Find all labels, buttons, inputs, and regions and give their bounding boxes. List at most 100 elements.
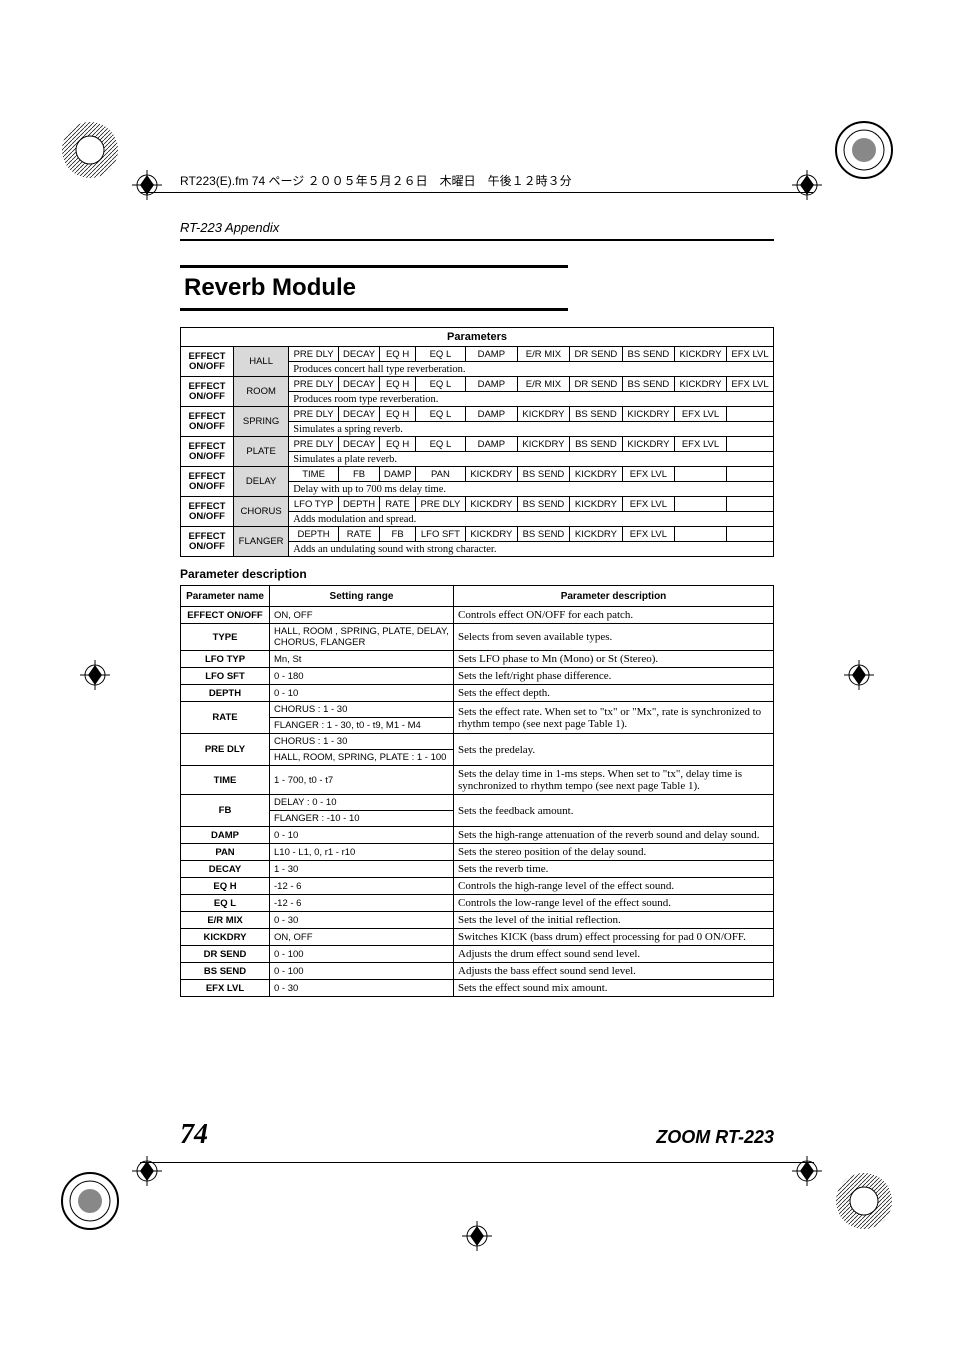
param-name: EFFECT ON/OFF xyxy=(181,607,270,624)
param-name: DAMP xyxy=(181,827,270,844)
col-setting-range: Setting range xyxy=(270,586,454,607)
param-cell-empty xyxy=(727,467,774,482)
param-desc: Controls effect ON/OFF for each patch. xyxy=(454,607,774,624)
param-range: CHORUS : 1 - 30 xyxy=(270,702,454,718)
param-cell: KICKDRY xyxy=(465,527,517,542)
reg-mark xyxy=(462,1221,492,1251)
param-cell: KICKDRY xyxy=(674,347,726,362)
param-cell: EQ L xyxy=(416,437,466,452)
param-range: FLANGER : -10 - 10 xyxy=(270,811,454,827)
param-cell: BS SEND xyxy=(569,407,622,422)
reg-mark xyxy=(792,1156,822,1186)
effect-label: EFFECTON/OFF xyxy=(181,347,234,377)
param-name: EQ L xyxy=(181,895,270,912)
param-cell: EFX LVL xyxy=(622,527,674,542)
param-cell: EQ L xyxy=(416,377,466,392)
param-range: 0 - 10 xyxy=(270,827,454,844)
param-cell: E/R MIX xyxy=(517,377,569,392)
param-desc: Adjusts the bass effect sound send level… xyxy=(454,963,774,980)
reg-mark xyxy=(132,1156,162,1186)
param-cell: KICKDRY xyxy=(569,497,622,512)
param-range: -12 - 6 xyxy=(270,895,454,912)
param-cell: PRE DLY xyxy=(289,437,339,452)
param-range: -12 - 6 xyxy=(270,878,454,895)
param-desc: Sets the effect rate. When set to "tx" o… xyxy=(454,702,774,734)
param-desc: Switches KICK (bass drum) effect process… xyxy=(454,929,774,946)
param-desc: Sets the reverb time. xyxy=(454,861,774,878)
param-cell: BS SEND xyxy=(517,467,569,482)
param-range: FLANGER : 1 - 30, t0 - t9, M1 - M4 xyxy=(270,718,454,734)
content-area: RT-223 Appendix Reverb Module Parameters… xyxy=(180,220,774,997)
param-cell: EQ L xyxy=(416,347,466,362)
param-cell: DR SEND xyxy=(569,377,622,392)
param-cell-empty xyxy=(727,527,774,542)
param-name: TIME xyxy=(181,766,270,795)
effect-type: CHORUS xyxy=(234,497,289,527)
param-range: ON, OFF xyxy=(270,929,454,946)
param-range: CHORUS : 1 - 30 xyxy=(270,734,454,750)
param-name: EFX LVL xyxy=(181,980,270,997)
param-name: PAN xyxy=(181,844,270,861)
param-cell-empty xyxy=(727,497,774,512)
param-cell: FB xyxy=(338,467,379,482)
param-desc: Sets the feedback amount. xyxy=(454,795,774,827)
effect-label: EFFECTON/OFF xyxy=(181,407,234,437)
param-cell: EQ H xyxy=(380,407,416,422)
effect-label: EFFECTON/OFF xyxy=(181,437,234,467)
param-desc: Sets the effect sound mix amount. xyxy=(454,980,774,997)
param-name: E/R MIX xyxy=(181,912,270,929)
param-cell: EQ H xyxy=(380,437,416,452)
param-range: 0 - 180 xyxy=(270,668,454,685)
param-cell: EFX LVL xyxy=(674,407,726,422)
param-cell: DECAY xyxy=(338,407,379,422)
param-range: 0 - 30 xyxy=(270,912,454,929)
param-cell: DAMP xyxy=(465,407,517,422)
footer-rule xyxy=(140,1162,814,1163)
param-cell-empty xyxy=(674,497,726,512)
param-cell: KICKDRY xyxy=(465,467,517,482)
effect-type: SPRING xyxy=(234,407,289,437)
param-cell: RATE xyxy=(380,497,416,512)
effect-label: EFFECTON/OFF xyxy=(181,497,234,527)
param-desc: Sets LFO phase to Mn (Mono) or St (Stere… xyxy=(454,651,774,668)
param-desc: Selects from seven available types. xyxy=(454,624,774,651)
param-cell: KICKDRY xyxy=(674,377,726,392)
param-cell: EFX LVL xyxy=(622,467,674,482)
col-param-name: Parameter name xyxy=(181,586,270,607)
effect-desc: Simulates a plate reverb. xyxy=(289,452,774,467)
param-desc: Sets the delay time in 1-ms steps. When … xyxy=(454,766,774,795)
param-name: EQ H xyxy=(181,878,270,895)
param-name: DEPTH xyxy=(181,685,270,702)
reg-mark xyxy=(80,660,110,690)
param-cell: LFO TYP xyxy=(289,497,339,512)
reg-mark xyxy=(132,170,162,200)
effect-desc: Produces room type reverberation. xyxy=(289,392,774,407)
param-desc: Sets the predelay. xyxy=(454,734,774,766)
param-cell: PRE DLY xyxy=(289,347,339,362)
param-cell: PAN xyxy=(416,467,466,482)
param-name: RATE xyxy=(181,702,270,734)
param-desc: Adjusts the drum effect sound send level… xyxy=(454,946,774,963)
param-cell: TIME xyxy=(289,467,339,482)
param-cell: EFX LVL xyxy=(727,347,774,362)
header-rule xyxy=(140,192,814,193)
param-cell: EFX LVL xyxy=(622,497,674,512)
param-name: LFO TYP xyxy=(181,651,270,668)
effect-type: ROOM xyxy=(234,377,289,407)
param-cell: LFO SFT xyxy=(416,527,466,542)
param-desc: Sets the left/right phase difference. xyxy=(454,668,774,685)
param-cell: KICKDRY xyxy=(622,407,674,422)
param-cell: DEPTH xyxy=(289,527,339,542)
param-cell: RATE xyxy=(338,527,379,542)
param-range: ON, OFF xyxy=(270,607,454,624)
param-range: L10 - L1, 0, r1 - r10 xyxy=(270,844,454,861)
module-title: Reverb Module xyxy=(180,265,568,311)
parameters-header: Parameters xyxy=(181,328,774,347)
param-range: 0 - 30 xyxy=(270,980,454,997)
param-cell: KICKDRY xyxy=(517,407,569,422)
reg-mark xyxy=(844,660,874,690)
print-header: RT223(E).fm 74 ページ ２００５年５月２６日 木曜日 午後１２時３… xyxy=(180,172,572,189)
param-name: BS SEND xyxy=(181,963,270,980)
param-name: KICKDRY xyxy=(181,929,270,946)
effect-desc: Adds modulation and spread. xyxy=(289,512,774,527)
